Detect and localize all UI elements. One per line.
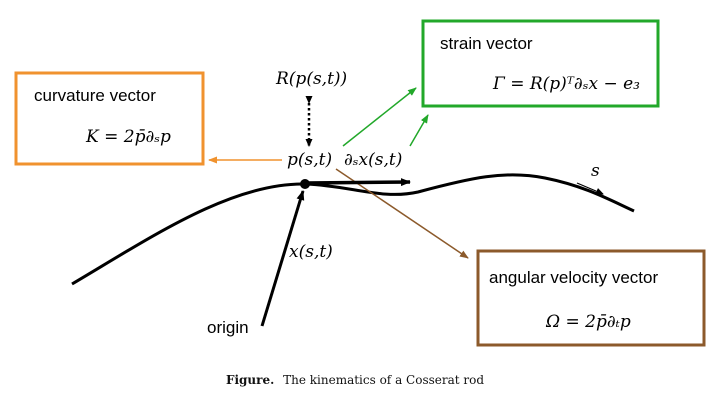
strain-title: strain vector [440, 34, 533, 53]
curvature-vector-box: curvature vector K = 2p̄∂ₛp [14, 71, 205, 166]
figure-caption: Figure. The kinematics of a Cosserat rod [226, 373, 484, 387]
rod-point [300, 179, 310, 189]
label-s: s [591, 161, 600, 181]
angular-formula: Ω = 2p̄∂ₜp [545, 312, 631, 332]
label-p: p(s,t) [287, 150, 332, 170]
label-ds-x: ∂ₛx(s,t) [344, 150, 402, 170]
label-R-p: R(p(s,t)) [275, 69, 347, 89]
arrow-p-to-strain [342, 87, 417, 147]
label-origin: origin [207, 318, 249, 337]
position-vector-arrow [260, 190, 305, 327]
arrow-dsx-to-strain [409, 114, 429, 147]
caption-text: The kinematics of a Cosserat rod [283, 373, 484, 387]
strain-formula: Γ = R(p)ᵀ∂ₛx − e₃ [492, 74, 640, 94]
caption-label: Figure. [226, 373, 274, 387]
s-direction-arrow [576, 182, 604, 195]
rod-curve [71, 173, 635, 286]
curvature-title: curvature vector [34, 86, 156, 105]
tangent-vector-arrow [305, 178, 411, 187]
angular-velocity-vector-box: angular velocity vector Ω = 2p̄∂ₜp [476, 249, 706, 347]
strain-vector-box: strain vector Γ = R(p)ᵀ∂ₛx − e₃ [421, 19, 660, 108]
label-x: x(s,t) [289, 242, 333, 262]
curvature-formula: K = 2p̄∂ₛp [85, 127, 171, 147]
angular-title: angular velocity vector [489, 268, 658, 287]
